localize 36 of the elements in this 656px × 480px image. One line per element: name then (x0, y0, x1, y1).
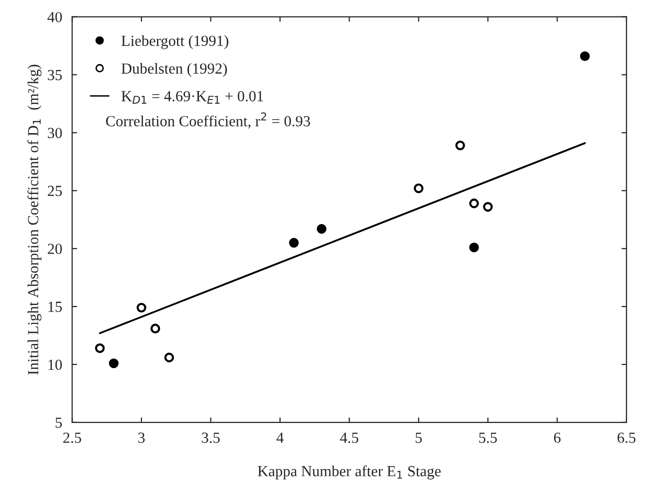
x-tick-label: 6 (554, 432, 561, 443)
point (95, 343, 105, 354)
x-tick-label: 4 (276, 432, 284, 443)
y-tick-label: 5 (56, 418, 62, 428)
legend-label: K$_{D1}$ = 4.69·K$_{E1}$ + 0.01 (121, 91, 263, 104)
point (164, 352, 174, 362)
x-axis-title: Kappa Number after E$_{1}$ Stage (258, 465, 441, 480)
point (483, 202, 493, 212)
y-tick-label: 10 (48, 360, 62, 370)
y-axis-title: Initial Light Absorption Coefficient of D$_{1}$ (m²/kg) (27, 64, 42, 375)
point (108, 358, 119, 368)
point (455, 140, 466, 150)
point (414, 183, 424, 194)
point (580, 51, 590, 62)
y-tick-label: 20 (48, 244, 62, 254)
point (469, 242, 479, 252)
point (289, 238, 299, 248)
point (136, 302, 146, 313)
x-tick-label: 3 (138, 432, 145, 443)
y-tick-label: 40 (47, 12, 62, 22)
y-tick-label: 15 (48, 302, 62, 312)
point (469, 198, 479, 208)
point (316, 224, 326, 234)
x-tick-label: 3.5 (202, 432, 220, 443)
y-tick-label: 30 (48, 128, 62, 138)
x-tick-label: 2.5 (63, 432, 82, 443)
legend-label: Dubelsten (1992) (121, 62, 227, 77)
annotation: Correlation Coefficient, r$^{2}$ = 0.93 (106, 112, 310, 129)
y-tick-label: 35 (48, 70, 62, 80)
y-tick-label: 25 (48, 186, 62, 196)
point (150, 324, 160, 334)
x-tick-label: 5.5 (479, 432, 497, 443)
x-tick-label: 6.5 (618, 432, 636, 443)
x-tick-label: 5 (416, 432, 422, 443)
legend-label: Liebergott (1991) (121, 35, 228, 50)
x-tick-label: 4.5 (340, 432, 358, 443)
